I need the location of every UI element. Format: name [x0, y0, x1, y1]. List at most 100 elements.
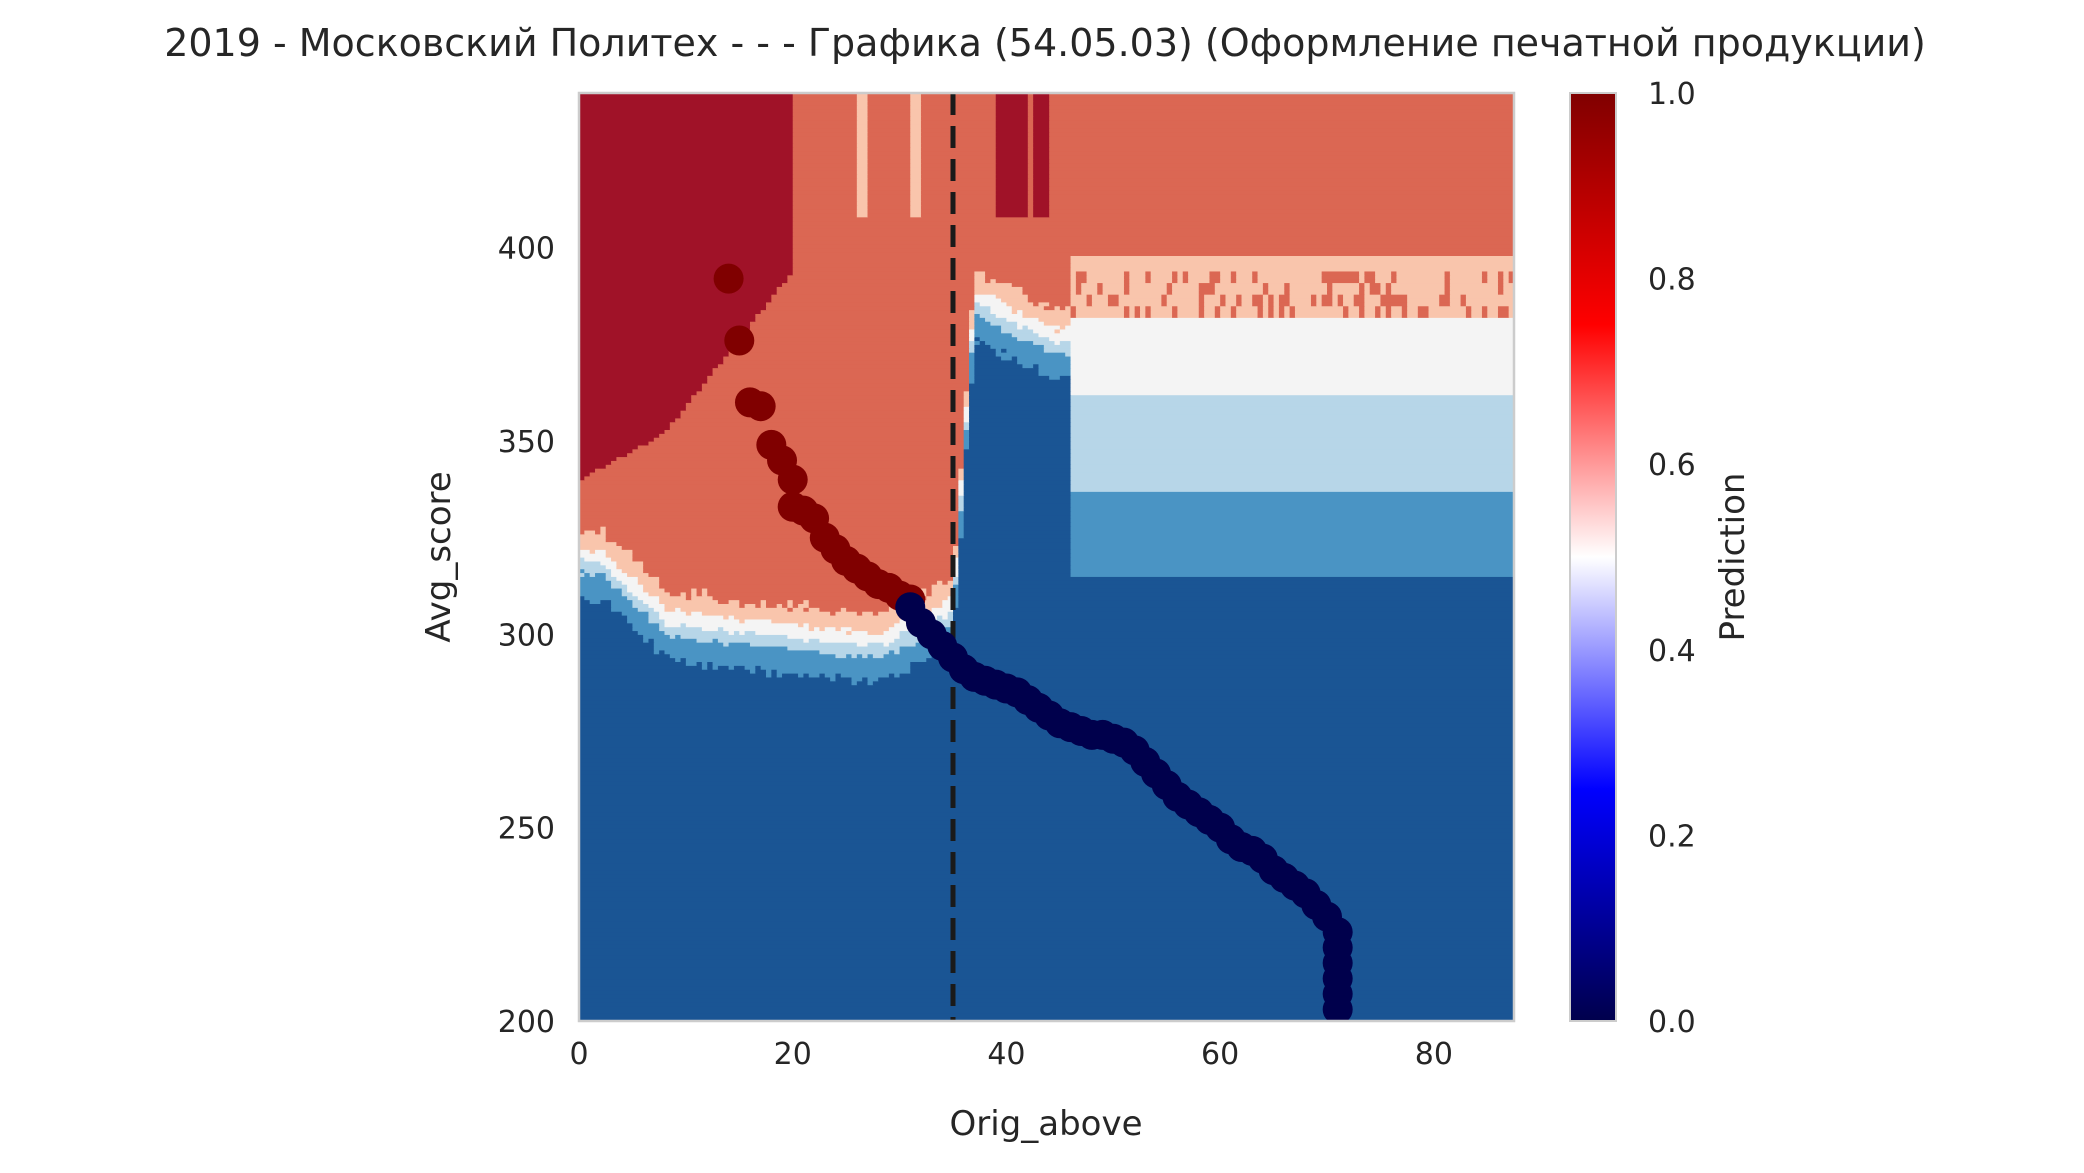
contour-cell: [1359, 274, 1365, 280]
contour-cell: [579, 688, 1514, 693]
contour-cell: [1049, 193, 1514, 198]
contour-cell: [584, 557, 612, 562]
contour-cell: [579, 533, 607, 539]
contour-cell: [701, 386, 970, 392]
contour-cell: [579, 932, 1514, 937]
contour-cell: [969, 421, 1072, 427]
contour-cell: [1449, 274, 1483, 280]
contour-cell: [883, 642, 890, 647]
contour-cell: [1027, 189, 1034, 195]
contour-cell: [974, 371, 1040, 376]
contour-cell: [579, 263, 794, 268]
contour-cell: [766, 673, 772, 678]
contour-cell: [910, 93, 922, 98]
contour-cell: [579, 197, 794, 202]
contour-cell: [579, 928, 1514, 933]
contour-cell: [920, 127, 997, 133]
contour-cell: [1407, 313, 1419, 318]
contour-cell: [1177, 313, 1200, 318]
contour-cell: [579, 444, 639, 450]
contour-cell: [926, 657, 1514, 662]
contour-cell: [1129, 290, 1168, 295]
contour-cell: [963, 533, 1072, 539]
contour-cell: [974, 367, 1040, 372]
contour-cell: [1075, 305, 1125, 311]
contour-cell: [664, 429, 965, 434]
contour-cell: [579, 549, 591, 554]
contour-cell: [579, 912, 1514, 918]
contour-cell: [1321, 270, 1360, 276]
contour-cell: [1033, 135, 1050, 140]
contour-cell: [579, 858, 1514, 864]
contour-cell: [1043, 348, 1072, 353]
contour-cell: [1497, 286, 1504, 291]
contour-cell: [1236, 301, 1243, 307]
contour-cell: [1070, 444, 1514, 450]
contour-cell: [1027, 185, 1034, 191]
contour-cell: [605, 549, 634, 554]
contour-cell: [1209, 274, 1221, 280]
contour-cell: [579, 897, 1514, 902]
contour-cell: [985, 317, 1008, 322]
contour-cell: [648, 441, 965, 446]
contour-cell: [1033, 363, 1040, 369]
contour-cell: [627, 587, 644, 593]
contour-cell: [856, 154, 869, 160]
contour-cell: [579, 437, 655, 442]
contour-cell: [1049, 181, 1514, 187]
contour-cell: [579, 808, 1514, 813]
contour-cell: [792, 224, 1514, 229]
contour-cell: [1481, 305, 1488, 311]
contour-cell: [1417, 313, 1430, 318]
contour-cell: [787, 607, 794, 612]
contour-cell: [1027, 123, 1034, 129]
contour-cell: [792, 212, 858, 218]
contour-cell: [969, 390, 1072, 396]
contour-cell: [963, 510, 1072, 516]
contour-cell: [910, 158, 922, 164]
contour-cell: [963, 441, 970, 446]
contour-cell: [1129, 270, 1146, 276]
contour-cell: [1081, 286, 1098, 291]
contour-cell: [1070, 471, 1514, 477]
contour-cell: [1177, 278, 1184, 284]
contour-cell: [1182, 278, 1189, 284]
colorbar-label: Prediction: [1713, 473, 1753, 642]
point-above: [713, 263, 744, 294]
contour-cell: [1033, 139, 1050, 144]
contour-cell: [1214, 290, 1264, 295]
contour-cell: [1257, 278, 1323, 284]
contour-cell: [1038, 363, 1072, 369]
contour-cell: [995, 139, 1029, 144]
contour-cell: [974, 340, 981, 345]
contour-cell: [579, 479, 959, 485]
contour-cell: [632, 626, 660, 632]
contour-cell: [643, 634, 671, 639]
contour-cell: [995, 158, 1029, 164]
contour-cell: [953, 630, 1514, 635]
contour-cell: [969, 363, 975, 369]
contour-cell: [1268, 309, 1275, 314]
contour-cell: [1343, 294, 1355, 299]
contour-cell: [579, 147, 794, 152]
contour-cell: [579, 495, 959, 500]
contour-cell: [867, 653, 874, 659]
contour-cell: [701, 611, 831, 616]
contour-cell: [872, 680, 1514, 686]
contour-cell: [579, 943, 1514, 949]
contour-cell: [1273, 305, 1280, 311]
contour-cell: [803, 673, 810, 678]
contour-cell: [1391, 313, 1403, 318]
colorbar-ticks: 0.00.20.40.60.81.0: [1648, 77, 1696, 1040]
contour-cell: [1027, 143, 1034, 148]
contour-cell: [1396, 278, 1446, 284]
contour-cell: [974, 328, 1002, 334]
contour-cell: [953, 560, 959, 566]
contour-cell: [920, 139, 997, 144]
contour-cell: [579, 286, 778, 291]
contour-cell: [990, 278, 997, 284]
contour-cell: [579, 383, 703, 388]
contour-cell: [958, 557, 1072, 562]
contour-cell: [856, 209, 869, 214]
